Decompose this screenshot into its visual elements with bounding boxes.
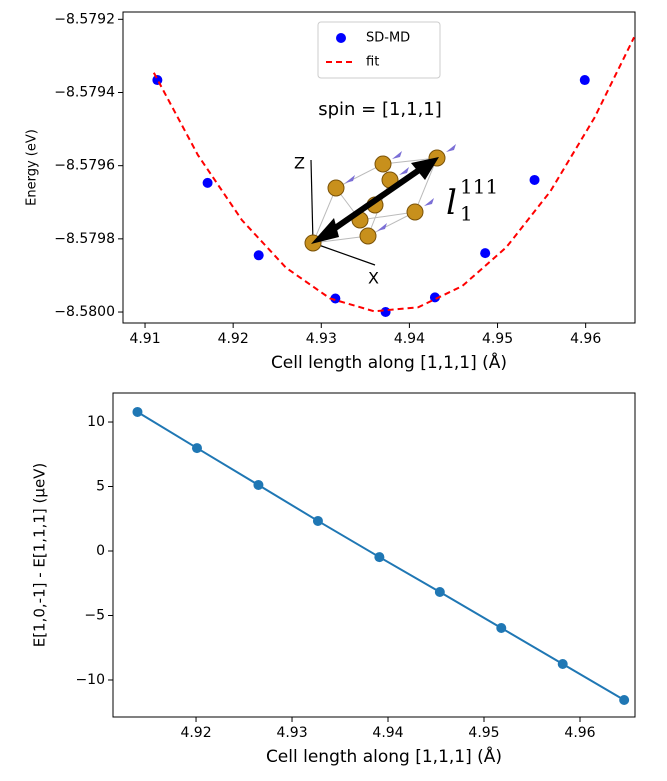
data-point bbox=[202, 177, 213, 188]
length-symbol: l bbox=[446, 183, 457, 223]
annotation: spin = [1,1,1] bbox=[318, 99, 442, 120]
length-subscript: 1 bbox=[460, 202, 473, 226]
data-point bbox=[253, 479, 264, 490]
data-point bbox=[330, 293, 341, 304]
x-tick-label: 4.93 bbox=[306, 331, 337, 347]
y-tick-label: −8.5794 bbox=[54, 84, 115, 100]
y-tick-label: −5 bbox=[84, 607, 105, 623]
data-point bbox=[480, 248, 491, 259]
data-point bbox=[529, 174, 540, 185]
y-tick-label: −8.5796 bbox=[54, 158, 115, 174]
x-tick-label: 4.96 bbox=[570, 331, 601, 347]
y-axis-label: E[1,0,-1] - E[1,1,1] (μeV) bbox=[31, 463, 49, 648]
y-tick-label: 5 bbox=[96, 479, 105, 495]
data-point bbox=[312, 515, 323, 526]
crystal-illustration bbox=[304, 144, 456, 266]
data-point bbox=[579, 75, 590, 86]
x-axis-label: Cell length along [1,1,1] (Å) bbox=[266, 745, 502, 767]
data-point bbox=[557, 658, 568, 669]
data-point bbox=[429, 292, 440, 303]
legend-swatch bbox=[336, 33, 346, 43]
y-tick-label: −8.5798 bbox=[54, 231, 115, 247]
plot-frame bbox=[112, 392, 636, 718]
x-tick-label: 4.95 bbox=[482, 331, 513, 347]
x-tick-label: 4.94 bbox=[394, 331, 425, 347]
data-point bbox=[132, 406, 143, 417]
y-tick-label: −8.5792 bbox=[54, 11, 115, 27]
y-tick-label: 10 bbox=[87, 414, 105, 430]
data-point bbox=[191, 443, 202, 454]
data-point bbox=[253, 250, 264, 261]
data-point bbox=[619, 694, 630, 705]
data-point bbox=[434, 587, 445, 598]
y-tick-label: −8.5800 bbox=[54, 304, 115, 320]
data-point bbox=[496, 623, 507, 634]
x-tick-label: 4.93 bbox=[276, 725, 307, 741]
plot-frame bbox=[122, 11, 636, 324]
series-line bbox=[152, 36, 636, 313]
length-superscript: 111 bbox=[460, 175, 498, 199]
x-tick-label: 4.92 bbox=[218, 331, 249, 347]
data-point bbox=[152, 75, 163, 86]
x-axis-label: Cell length along [1,1,1] (Å) bbox=[271, 351, 507, 373]
data-point bbox=[380, 307, 391, 318]
x-tick-label: 4.95 bbox=[468, 725, 499, 741]
axis-label-x: X bbox=[368, 269, 379, 288]
x-tick-label: 4.91 bbox=[129, 331, 160, 347]
legend-box bbox=[317, 21, 441, 79]
x-tick-label: 4.96 bbox=[564, 725, 595, 741]
data-point bbox=[374, 552, 385, 563]
x-tick-label: 4.92 bbox=[180, 725, 211, 741]
y-tick-label: 0 bbox=[96, 543, 105, 559]
y-axis-label: Energy (eV) bbox=[25, 129, 40, 206]
x-tick-label: 4.94 bbox=[372, 725, 403, 741]
y-tick-label: −10 bbox=[75, 672, 105, 688]
legend-label: SD-MD bbox=[366, 31, 410, 46]
axis-label-z: Z bbox=[294, 154, 305, 173]
legend-label: fit bbox=[366, 55, 379, 70]
